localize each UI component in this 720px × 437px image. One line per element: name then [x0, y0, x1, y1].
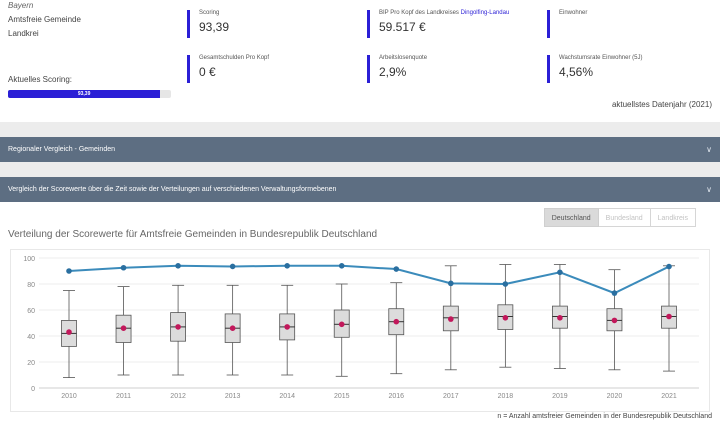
kpi-value: 2,9%	[379, 65, 407, 79]
mean-point	[448, 316, 454, 322]
x-tick-label: 2013	[225, 393, 241, 400]
kpi-label: Arbeitslosenquote	[379, 55, 428, 61]
box-plot-chart: 0 20 40 60 80 100 2010 2011 2012 2013 2014 2015 2016…	[23, 256, 699, 400]
kpi-arbeitslosenquote: Arbeitslosenquote 2,9%	[367, 55, 427, 83]
y-tick-label: 0	[31, 386, 35, 393]
region-score-point	[393, 266, 400, 272]
chart-section: Deutschland Bundesland Landkreis Verteil…	[0, 202, 720, 437]
x-tick-label: 2020	[607, 393, 623, 400]
y-tick-label: 100	[23, 256, 35, 263]
section-regional-comparison[interactable]: Regionaler Vergleich - Gemeinden ∨	[0, 137, 720, 162]
toggle-landkreis[interactable]: Landkreis	[650, 208, 696, 227]
x-tick-label: 2015	[334, 393, 350, 400]
y-tick-label: 60	[27, 308, 35, 315]
score-progress-fill: 93,39	[8, 90, 161, 98]
region-score-point	[338, 263, 345, 269]
kpi-value: 4,56%	[559, 65, 594, 79]
spacer	[0, 162, 720, 177]
region-score-point	[284, 263, 290, 269]
mean-point	[666, 313, 672, 320]
region-score-line	[68, 264, 670, 295]
region-score-point	[611, 290, 618, 296]
mean-point	[502, 315, 509, 321]
kpi-bip: BIP Pro Kopf des Landkreises Dingolfing-…	[367, 10, 509, 38]
region-score-point	[66, 268, 72, 274]
section-score-comparison[interactable]: Vergleich der Scorewerte über die Zeit s…	[0, 177, 720, 202]
x-tick-label: 2016	[388, 393, 404, 400]
mean-point	[557, 315, 563, 321]
section-title: Regionaler Vergleich - Gemeinden	[8, 146, 116, 153]
x-tick-label: 2021	[661, 393, 677, 400]
x-tick-label: 2017	[443, 393, 459, 400]
summary-panel: Bayern Amtsfreie Gemeinde Landkrei Aktue…	[0, 0, 720, 122]
kpi-label: Scoring	[199, 10, 220, 16]
score-caption: Aktuelles Scoring:	[8, 75, 73, 84]
mean-point	[175, 324, 181, 330]
kpi-label: Gesamtschulden Pro Kopf	[199, 55, 270, 61]
region-type: Amtsfreie Gemeinde	[8, 15, 81, 24]
kpi-wachstumsrate: Wachstumsrate Einwohner (5J) 4,56%	[547, 55, 642, 83]
mean-point	[338, 321, 345, 328]
kpi-value: 0 €	[199, 65, 216, 79]
kpi-label-text: BIP Pro Kopf des Landkreises	[379, 10, 461, 16]
kpi-schulden: Gesamtschulden Pro Kopf 0 €	[187, 55, 269, 83]
mean-point	[229, 325, 236, 331]
kpi-einwohner: Einwohner	[547, 10, 587, 38]
chevron-down-icon[interactable]: ∨	[706, 185, 712, 194]
mean-point	[611, 317, 618, 324]
region-score-point	[175, 263, 181, 269]
level-toggle: Deutschland Bundesland Landkreis	[543, 208, 696, 227]
x-tick-label: 2019	[552, 393, 568, 400]
region-score-point	[229, 263, 236, 270]
mean-point	[66, 329, 72, 335]
kpi-label: Einwohner	[559, 10, 588, 16]
mean-point	[120, 325, 127, 331]
kpi-value: 59.517 €	[379, 20, 426, 34]
score-progress-bar: 93,39	[8, 90, 171, 98]
kpi-label: Wachstumsrate Einwohner (5J)	[559, 55, 643, 61]
region-score-point	[666, 263, 672, 270]
toggle-deutschland[interactable]: Deutschland	[543, 208, 599, 227]
region-score-point	[448, 280, 454, 287]
chart-footnote: n = Anzahl amtsfreier Gemeinden in der B…	[497, 413, 712, 420]
section-title: Vergleich der Scorewerte über die Zeit s…	[8, 186, 337, 193]
kpi-value: 93,39	[199, 20, 230, 34]
mean-point	[393, 318, 400, 325]
district-link[interactable]: Dingolfing-Landau	[460, 10, 510, 16]
state-label: Bayern	[8, 1, 34, 10]
region-district: Landkrei	[8, 29, 39, 38]
region-score-point	[557, 269, 563, 276]
y-tick-label: 20	[27, 360, 35, 367]
x-tick-label: 2012	[170, 393, 186, 400]
x-tick-label: 2014	[279, 393, 295, 400]
kpi-scoring: Scoring 93,39	[187, 10, 229, 38]
mean-point	[284, 324, 290, 330]
chart-container: 0 20 40 60 80 100 2010 2011 2012 2013 2014 2015 2016…	[10, 249, 710, 412]
y-tick-label: 40	[27, 334, 35, 341]
y-tick-label: 80	[27, 282, 35, 289]
x-tick-label: 2010	[61, 393, 77, 400]
chevron-down-icon[interactable]: ∨	[706, 145, 712, 154]
region-name: Amtsfreie Gemeinde Landkrei	[8, 13, 81, 41]
x-tick-label: 2018	[498, 393, 514, 400]
region-score-point	[502, 281, 509, 287]
region-score-point	[120, 264, 127, 271]
x-tick-label: 2011	[116, 393, 131, 400]
chart-title: Verteilung der Scorewerte für Amtsfreie …	[8, 229, 378, 240]
kpi-label: BIP Pro Kopf des Landkreises Dingolfing-…	[379, 10, 509, 16]
data-year-note: aktuellstes Datenjahr (2021)	[611, 100, 712, 109]
spacer	[0, 122, 720, 137]
toggle-bundesland[interactable]: Bundesland	[598, 208, 651, 227]
